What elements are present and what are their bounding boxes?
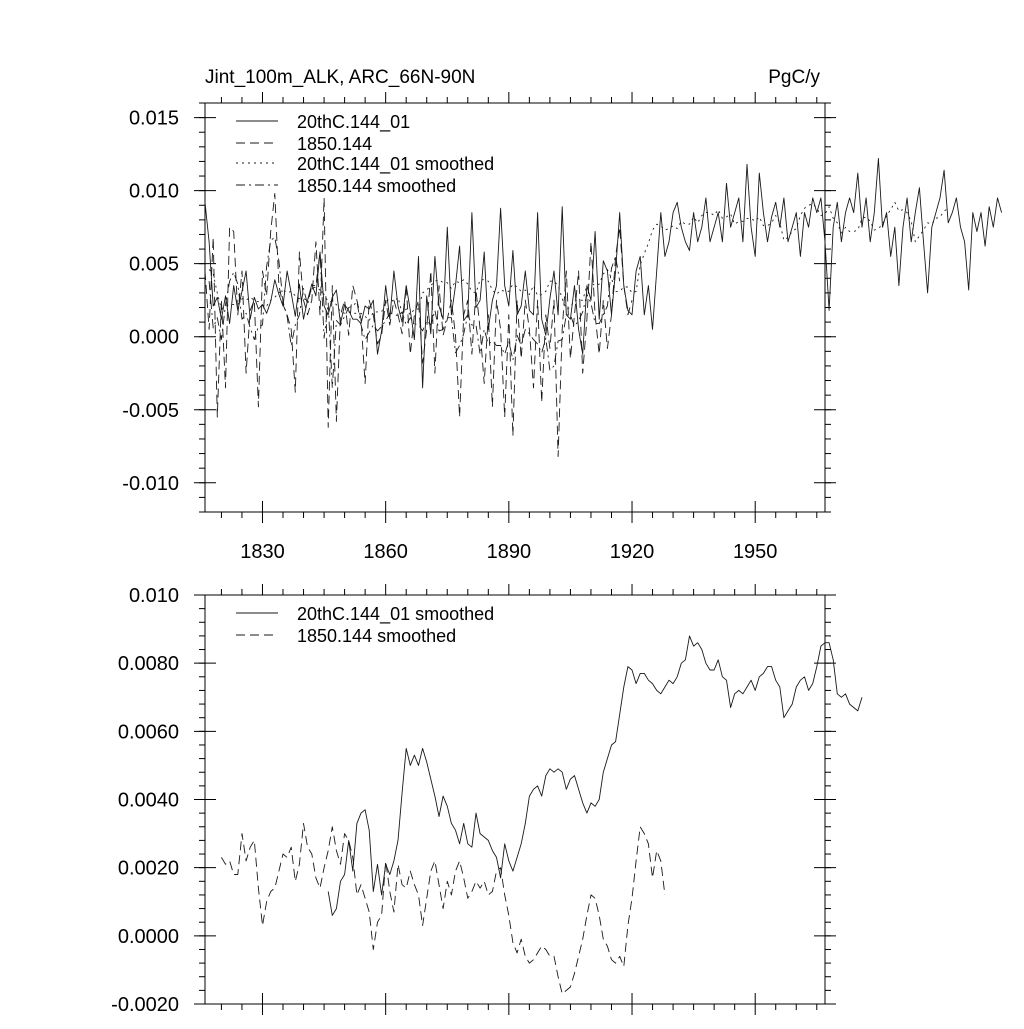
legend-label-20thc-smoothed: 20thC.144_01 smoothed <box>297 154 494 175</box>
x-tick-label: 1950 <box>733 541 778 563</box>
y-tick-label: 0.000 <box>129 327 179 349</box>
x-tick-label: 1830 <box>240 541 285 563</box>
bottom-ticks <box>194 584 836 1015</box>
top-series-lines <box>204 158 1003 457</box>
top-panel: Jint_100m_ALK, ARC_66N-90N PgC/y 0.0150.… <box>122 67 1003 563</box>
top-chart-title: Jint_100m_ALK, ARC_66N-90N <box>205 67 475 88</box>
y-tick-label: -0.010 <box>122 473 179 495</box>
bottom-legend: 20thC.144_01 smoothed 1850.144 smoothed <box>236 604 494 646</box>
y-tick-label: 0.0040 <box>118 790 179 812</box>
series-line-20thc-144-01-smoothed <box>208 201 949 322</box>
y-tick-label: 0.010 <box>129 585 179 607</box>
y-tick-label: -0.005 <box>122 400 179 422</box>
x-tick-label: 1860 <box>363 541 408 563</box>
top-ticks <box>194 92 836 523</box>
bottom-plot-frame <box>204 594 826 1005</box>
y-tick-label: 0.0020 <box>118 858 179 880</box>
x-tick-label: 1920 <box>610 541 655 563</box>
series-line-1850-144 <box>204 193 633 457</box>
series-line-1850-144-smoothed <box>221 822 666 995</box>
series-line-20thc-144-01-smoothed <box>327 635 863 916</box>
y-tick-label: -0.0020 <box>111 994 179 1016</box>
top-y-tick-labels: 0.015 0.010 0.005 0.000 -0.005 -0.010 <box>122 108 179 495</box>
legend-label-1850-smoothed: 1850.144 smoothed <box>297 176 456 196</box>
legend-label-1850-smoothed: 1850.144 smoothed <box>297 626 456 646</box>
y-tick-label: 0.0060 <box>118 721 179 743</box>
top-x-tick-labels: 1830 1860 1890 1920 1950 <box>240 541 777 563</box>
legend-label-1850-raw: 1850.144 <box>297 134 372 154</box>
top-chart-units: PgC/y <box>768 67 820 88</box>
bottom-series-lines <box>221 635 863 995</box>
y-tick-label: 0.005 <box>129 254 179 276</box>
bottom-panel: 0.010 0.0080 0.0060 0.0040 0.0020 0.0000 -0.00… <box>111 584 863 1016</box>
top-legend: 20thC.144_01 1850.144 20thC.144_01 smoot… <box>236 112 494 196</box>
x-tick-label: 1890 <box>487 541 532 563</box>
y-tick-label: 0.010 <box>129 181 179 203</box>
legend-label-20thc-raw: 20thC.144_01 <box>297 112 410 133</box>
y-tick-label: 0.0000 <box>118 926 179 948</box>
series-line-1850-144-smoothed <box>208 236 621 389</box>
bottom-y-tick-labels: 0.010 0.0080 0.0060 0.0040 0.0020 0.0000 -0.00… <box>111 585 179 1016</box>
series-line-20thc-144-01 <box>204 158 1003 389</box>
legend-label-20thc-smoothed: 20thC.144_01 smoothed <box>297 604 494 625</box>
y-tick-label: 0.015 <box>129 108 179 130</box>
y-tick-label: 0.0080 <box>118 653 179 675</box>
